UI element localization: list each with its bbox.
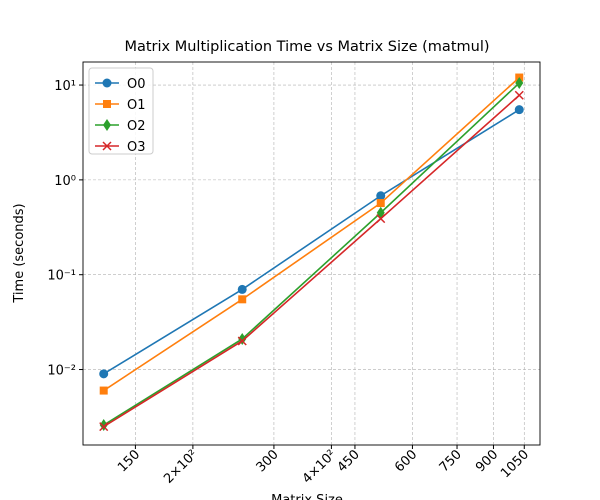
- y-tick-label: 10¹: [54, 79, 76, 94]
- legend-box: [88, 67, 154, 155]
- x-tick-label: 2×10²: [161, 447, 201, 487]
- marker: [514, 90, 524, 100]
- legend-label: O1: [127, 98, 146, 113]
- marker: [376, 191, 386, 201]
- marker: [376, 199, 385, 208]
- marker: [99, 369, 109, 379]
- series-line: [103, 76, 520, 392]
- legend-label: O2: [127, 119, 146, 134]
- legend-label: O3: [127, 140, 146, 155]
- series-line: [103, 94, 520, 428]
- marker: [515, 77, 524, 90]
- marker: [99, 422, 109, 432]
- x-tick-label: 600: [392, 447, 420, 475]
- y-axis-label: Time (seconds): [12, 203, 27, 303]
- legend-marker: [103, 119, 111, 131]
- legend-marker: [103, 100, 111, 108]
- legend-marker: [102, 141, 112, 151]
- x-tick-label: 900: [473, 447, 501, 475]
- x-tick-label: 4×10²: [300, 447, 340, 487]
- x-tick-label: 300: [254, 447, 282, 475]
- y-tick-label: 10⁻¹: [47, 269, 76, 284]
- series-line: [103, 82, 520, 426]
- legend-marker: [102, 78, 112, 88]
- y-tick-label: 10⁰: [54, 174, 76, 189]
- y-tick-label: 10⁻²: [47, 364, 76, 379]
- marker: [514, 105, 524, 115]
- marker: [238, 295, 247, 304]
- chart-title: Matrix Multiplication Time vs Matrix Siz…: [124, 39, 489, 55]
- marker: [237, 284, 247, 294]
- x-tick-label: 750: [437, 447, 465, 475]
- plot-frame: [82, 61, 541, 446]
- legend-label: O0: [127, 77, 146, 92]
- x-axis-label: Matrix Size: [271, 493, 343, 500]
- marker: [237, 336, 247, 346]
- x-tick-label: 1050: [498, 447, 532, 481]
- x-tick-label: 150: [115, 447, 143, 475]
- marker: [99, 386, 108, 395]
- x-tick-label: 450: [335, 447, 363, 475]
- series-line: [103, 108, 520, 375]
- marker: [376, 214, 386, 224]
